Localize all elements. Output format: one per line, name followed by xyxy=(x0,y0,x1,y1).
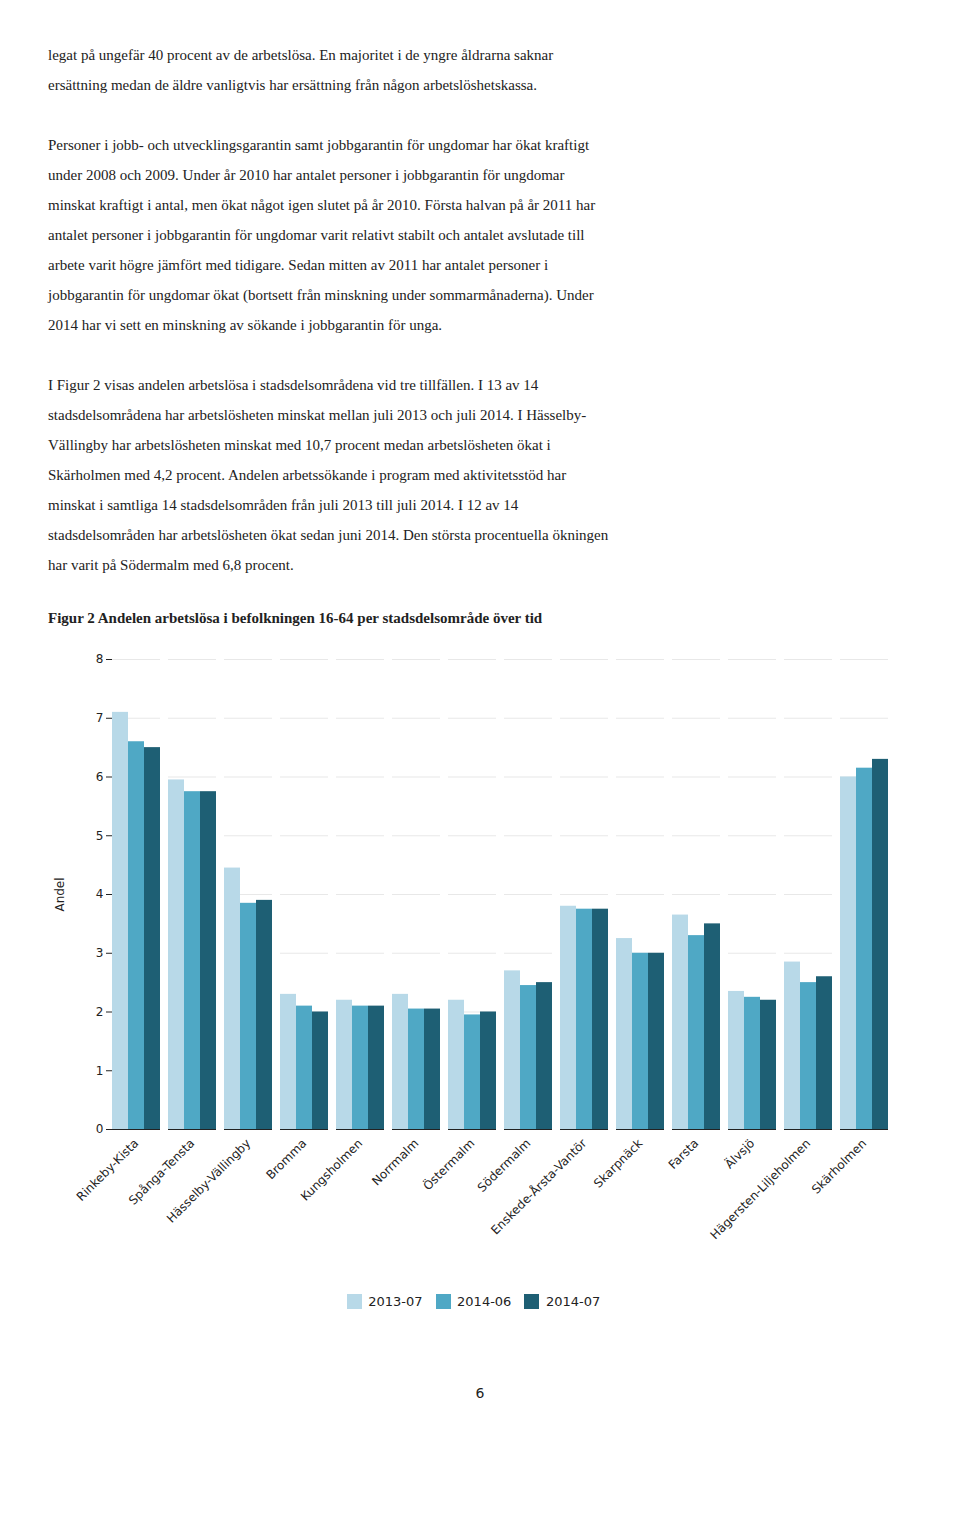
html-text:Personer i jobb- och utvecklin: Personer i jobb- och utvecklingsgarantin… xyxy=(48,137,590,153)
svg-text:Skärholmen: Skärholmen xyxy=(809,1136,869,1196)
html-text:stadsdelsområden har arbetslös: stadsdelsområden har arbetslösheten ökat… xyxy=(48,527,609,543)
svg-text:8: 8 xyxy=(96,652,104,666)
svg-text:Hässelby-Vällingby: Hässelby-Vällingby xyxy=(164,1136,253,1225)
svg-text:5: 5 xyxy=(96,829,104,843)
svg-text:Älvsjö: Älvsjö xyxy=(722,1136,758,1172)
html-text:stadsdelsområdena har arbetslö: stadsdelsområdena har arbetslösheten min… xyxy=(48,407,587,423)
svg-text:Östermalm: Östermalm xyxy=(419,1135,477,1193)
html-text:arbete varit högre jämfört med: arbete varit högre jämfört med tidigare.… xyxy=(48,257,549,273)
html-text:antalet personer i jobbgaranti: antalet personer i jobbgarantin för ungd… xyxy=(48,227,585,243)
html-text:6: 6 xyxy=(475,1384,485,1401)
html-text:2014 har vi sett en minskning: 2014 har vi sett en minskning av sökande… xyxy=(48,317,443,333)
svg-text:3: 3 xyxy=(96,946,104,960)
svg-text:Andel: Andel xyxy=(53,877,67,911)
svg-text:Rinkeby-Kista: Rinkeby-Kista xyxy=(73,1136,142,1204)
html-text:ersättning medan de äldre vanl: ersättning medan de äldre vanligtvis har… xyxy=(48,77,537,93)
svg-text:0: 0 xyxy=(96,1122,104,1136)
svg-text:Kungsholmen: Kungsholmen xyxy=(298,1136,365,1203)
svg-text:Skarpnäck: Skarpnäck xyxy=(591,1136,645,1190)
svg-text:7: 7 xyxy=(96,711,104,725)
html-text:under 2008 och 2009. Under år: under 2008 och 2009. Under år 2010 har a… xyxy=(48,167,565,183)
html-text:minskat i samtliga 14 stadsdel: minskat i samtliga 14 stadsdelsområden f… xyxy=(48,497,519,513)
html-text:Figur 2 Andelen arbetslösa i b: Figur 2 Andelen arbetslösa i befolkninge… xyxy=(48,610,543,626)
svg-text:1: 1 xyxy=(96,1064,104,1078)
html-text:2013-07: 2013-07 xyxy=(368,1294,423,1309)
svg-text:Norrmalm: Norrmalm xyxy=(369,1136,421,1188)
html-text:I Figur 2 visas andelen arbets: I Figur 2 visas andelen arbetslösa i sta… xyxy=(48,377,539,393)
html-text:minskat kraftigt i antal, men: minskat kraftigt i antal, men ökat något… xyxy=(48,197,596,213)
svg-text:2: 2 xyxy=(96,1005,104,1019)
html-text:jobbgarantin för ungdomar ökat: jobbgarantin för ungdomar ökat (bortsett… xyxy=(48,287,594,303)
html-text:Vällingby har arbetslösheten m: Vällingby har arbetslösheten minskat med… xyxy=(48,437,551,453)
html-text:legat på ungefär 40 procent av: legat på ungefär 40 procent av de arbets… xyxy=(48,47,554,63)
svg-text:Bromma: Bromma xyxy=(263,1136,309,1182)
svg-text:Södermalm: Södermalm xyxy=(475,1136,534,1195)
html-text:2014-06: 2014-06 xyxy=(457,1294,512,1309)
svg-text:Farsta: Farsta xyxy=(666,1136,702,1172)
html-text:2014-07: 2014-07 xyxy=(545,1294,601,1309)
svg-text:4: 4 xyxy=(96,887,104,901)
svg-text:Hägersten-Liljeholmen: Hägersten-Liljeholmen xyxy=(708,1136,814,1242)
svg-text:Spånga-Tensta: Spånga-Tensta xyxy=(125,1136,198,1208)
svg-text:6: 6 xyxy=(96,770,104,784)
html-text:Skärholmen med 4,2 procent. An: Skärholmen med 4,2 procent. Andelen arbe… xyxy=(48,467,567,483)
html-text:har varit på Södermalm med 6,8: har varit på Södermalm med 6,8 procent. xyxy=(48,557,294,573)
svg-text:Enskede-Årsta-Vantör: Enskede-Årsta-Vantör xyxy=(488,1136,590,1238)
